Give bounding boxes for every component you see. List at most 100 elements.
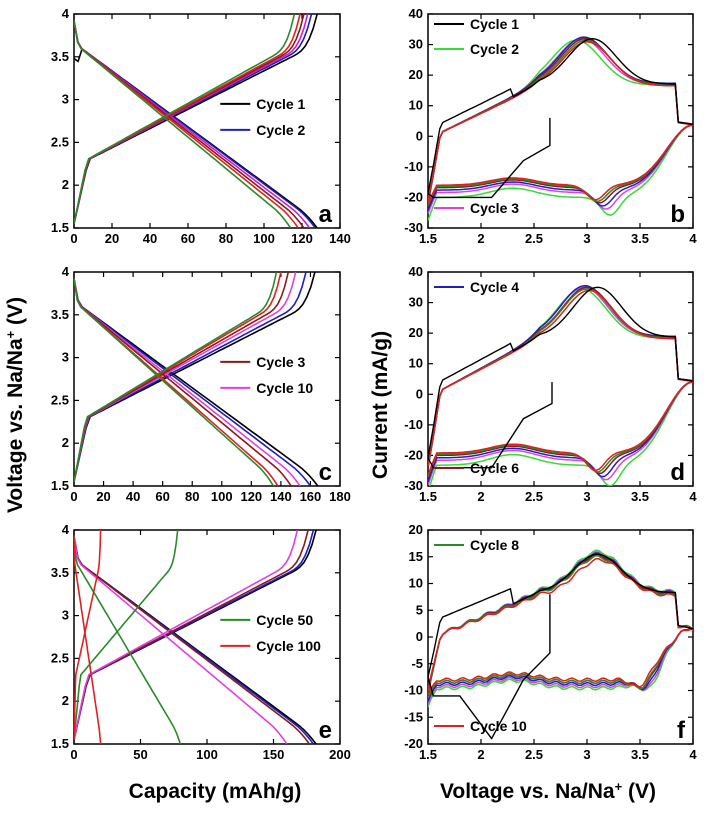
x-tick-label: 0: [70, 489, 77, 504]
y-tick-label: 30: [409, 295, 423, 310]
plot-area: [74, 272, 319, 486]
y-tick-label: 20: [409, 67, 423, 82]
x-tick-label: 4: [689, 231, 697, 246]
plot-area: [428, 549, 693, 740]
y-tick-label: -30: [404, 220, 423, 235]
discharge-curve: [74, 20, 299, 228]
y-tick-label: 4: [62, 264, 70, 279]
y-tick-label: -10: [404, 417, 423, 432]
y-tick-label: 3.5: [51, 307, 69, 322]
x-tick-label: 2: [477, 489, 484, 504]
panel-b: 1.5 2 2.5 3 3.5 4 -30 -20 -10 0 10 20 30 40 Cycle 1 Cyc…: [404, 6, 697, 246]
x-tick-label: 120: [291, 231, 313, 246]
x-tick-label: 20: [105, 231, 119, 246]
legend-label: Cycle 100: [256, 638, 321, 654]
y-tick-label: -10: [404, 159, 423, 174]
x-tick-label: 2: [477, 231, 484, 246]
x-tick-label: 40: [126, 489, 140, 504]
x-tick-label: 4: [689, 747, 697, 762]
charge-curve: [74, 14, 309, 224]
legend-label: Cycle 1: [470, 16, 519, 32]
x-tick-label: 3: [583, 231, 590, 246]
legend-label: Cycle 2: [470, 41, 519, 57]
x-tick-label: 20: [96, 489, 110, 504]
discharge-curve: [74, 536, 182, 744]
legend-label: Cycle 3: [256, 354, 305, 370]
y-tick-label: 1.5: [51, 478, 69, 493]
discharge-curve: [74, 278, 292, 486]
x-tick-label: 2.5: [525, 489, 543, 504]
charge-curve: [74, 14, 318, 224]
legend-label: Cycle 2: [256, 122, 305, 138]
charge-curve: [74, 530, 299, 740]
x-tick-label: 100: [253, 231, 275, 246]
cv-loop: [428, 288, 693, 486]
y-tick-label: 1.5: [51, 736, 69, 751]
charge-curve: [74, 530, 317, 740]
axes-frame: [427, 271, 694, 487]
y-tick-label: -20: [404, 189, 423, 204]
axes-frame: [73, 13, 341, 229]
legend-label: Cycle 10: [256, 380, 313, 396]
x-tick-label: 40: [143, 231, 157, 246]
charge-curve: [74, 530, 309, 740]
y-tick-label: 20: [409, 522, 423, 537]
ylabel-left: Voltage vs. Na/Na+ (V): [3, 297, 28, 513]
y-tick-label: 20: [409, 325, 423, 340]
cv-loop: [428, 557, 693, 696]
cv-first-cycle: [428, 286, 693, 469]
x-tick-label: 2: [477, 747, 484, 762]
charge-curve: [74, 14, 296, 224]
panel-letter-f: f: [677, 717, 686, 744]
y-tick-label: 3: [62, 608, 69, 623]
x-tick-label: 120: [240, 489, 262, 504]
xlabel-right: Voltage vs. Na/Na+ (V): [440, 779, 656, 804]
y-tick-label: 3.5: [51, 565, 69, 580]
y-tick-label: 40: [409, 6, 423, 21]
y-tick-label: -20: [404, 447, 423, 462]
cv-loop: [428, 39, 693, 221]
legend-label: Cycle 8: [470, 537, 519, 553]
x-tick-label: 80: [185, 489, 199, 504]
x-tick-label: 180: [329, 489, 351, 504]
x-tick-label: 1.5: [419, 231, 437, 246]
discharge-curve: [74, 278, 301, 486]
y-tick-label: 2.5: [51, 392, 69, 407]
x-tick-label: 150: [263, 747, 285, 762]
x-tick-label: 160: [300, 489, 322, 504]
cv-loop: [428, 41, 693, 204]
y-tick-label: 3: [62, 350, 69, 365]
x-tick-label: 4: [689, 489, 697, 504]
discharge-curve: [74, 536, 288, 744]
x-tick-label: 60: [155, 489, 169, 504]
plot-area: [74, 14, 318, 228]
axes-frame: [427, 529, 694, 745]
y-tick-label: 2: [62, 693, 69, 708]
panel-d: 1.5 2 2.5 3 3.5 4 -30 -20 -10 0 10 20 30 40 Cycle 4 Cyc…: [404, 264, 697, 504]
y-tick-label: 3.5: [51, 49, 69, 64]
y-tick-label: 2.5: [51, 134, 69, 149]
cv-loop: [428, 286, 693, 486]
x-tick-label: 140: [329, 231, 351, 246]
panel-letter-b: b: [670, 201, 685, 228]
discharge-curve: [74, 536, 311, 744]
x-tick-label: 2.5: [525, 747, 543, 762]
x-tick-label: 1.5: [419, 489, 437, 504]
plot-area: [428, 284, 693, 486]
y-tick-label: -20: [404, 736, 423, 751]
y-tick-label: 2: [62, 435, 69, 450]
y-tick-label: 2.5: [51, 650, 69, 665]
y-tick-label: 0: [416, 128, 423, 143]
x-tick-label: 3: [583, 747, 590, 762]
discharge-curve: [74, 536, 102, 744]
legend-label: Cycle 1: [256, 96, 305, 112]
plot-area: [74, 530, 317, 744]
panel-e: 0 50 100 150 200 1.5 2 2.5 3 3.5 4 Cycle 50 Cycle 10…: [51, 522, 351, 762]
cv-first-cycle: [428, 37, 693, 199]
panel-a: 0 20 40 60 80 100 120 140 1.5 2 2.5 3 3.5 4 Cycle 1 Cyc…: [51, 6, 351, 246]
y-tick-label: 4: [62, 6, 70, 21]
legend-label: Cycle 3: [470, 200, 519, 216]
y-tick-label: 10: [409, 576, 423, 591]
x-tick-label: 140: [270, 489, 292, 504]
